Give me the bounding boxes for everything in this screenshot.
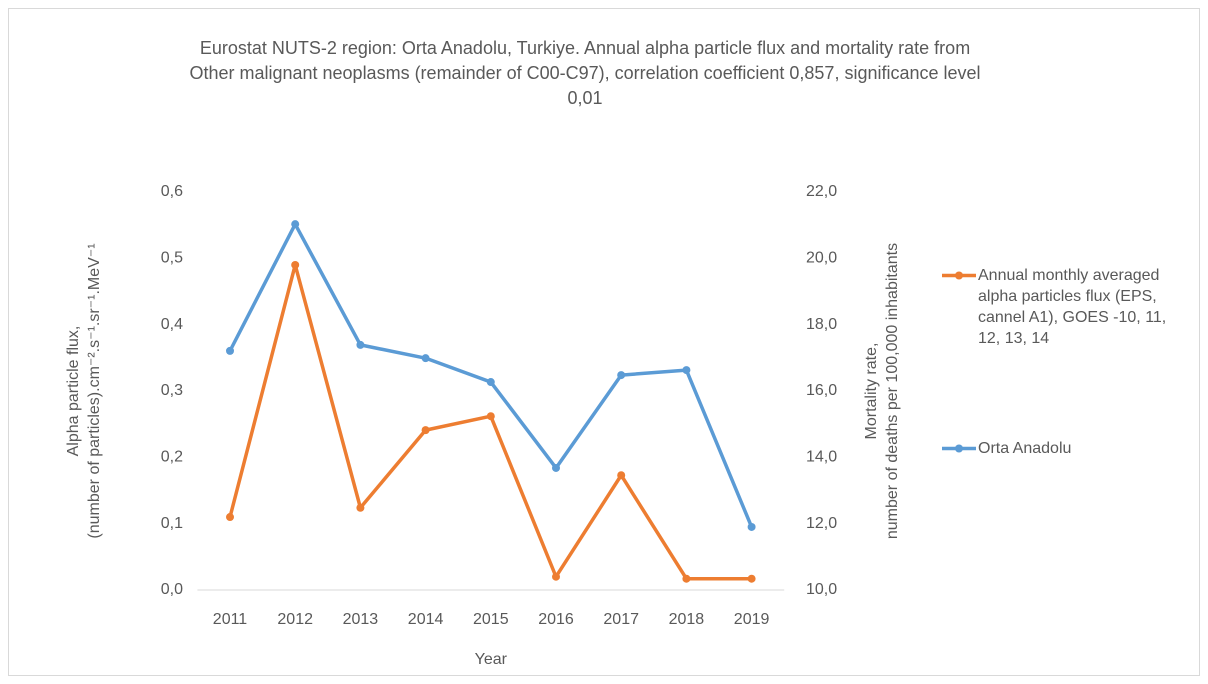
y2-tick-label: 20,0: [806, 250, 837, 267]
chart-title: Eurostat NUTS-2 region: Orta Anadolu, Tu…: [189, 38, 981, 108]
data-point: [356, 340, 365, 349]
x-tick-label: 2019: [734, 611, 770, 628]
data-point: [747, 574, 756, 583]
legend-marker: [955, 444, 963, 453]
legend-label: Orta Anadolu: [978, 440, 1072, 457]
legend-item: Annual monthly averaged alpha particles …: [940, 265, 1178, 349]
data-point: [226, 513, 234, 522]
data-point: [486, 378, 495, 387]
series-line: [228, 222, 754, 528]
x-tick-label: 2012: [277, 611, 313, 628]
data-point: [356, 503, 365, 512]
y-tick-label: 0,0: [161, 581, 183, 598]
y2-axis-label: Mortality rate,: [863, 343, 880, 440]
legend-symbol: [942, 444, 976, 453]
y2-tick-label: 18,0: [806, 316, 837, 333]
x-axis-label: Year: [475, 651, 508, 668]
x-tick-label: 2016: [538, 611, 574, 628]
y-axis-label: Alpha particle flux,: [65, 326, 82, 457]
legend-marker: [955, 271, 963, 280]
data-point: [486, 412, 495, 421]
x-tick-label: 2013: [343, 611, 379, 628]
x-tick-label: 2014: [408, 611, 444, 628]
chart-border: [8, 8, 1200, 676]
y-tick-label: 0,2: [161, 449, 183, 466]
data-point: [617, 471, 626, 480]
legend-label: Annual monthly averaged alpha particles …: [978, 267, 1167, 347]
y-tick-label: 0,1: [161, 515, 183, 532]
legend-item: Orta Anadolu: [940, 438, 1178, 459]
y2-tick-label: 10,0: [806, 581, 837, 598]
data-point: [617, 371, 626, 380]
y2-tick-label: 16,0: [806, 382, 837, 399]
y2-tick-label: 22,0: [806, 183, 837, 200]
x-tick-label: 2018: [669, 611, 705, 628]
y2-tick-label: 12,0: [806, 515, 837, 532]
series-line: [228, 263, 752, 581]
data-point: [421, 354, 430, 363]
x-tick-label: 2015: [473, 611, 509, 628]
legend-swatch: [940, 265, 978, 286]
y-tick-label: 0,3: [161, 382, 183, 399]
y-tick-label: 0,4: [161, 316, 183, 333]
data-point: [421, 426, 430, 435]
y-axis-label: (number of particles).cm⁻².s⁻¹.sr⁻¹.MeV⁻…: [86, 243, 103, 538]
y-tick-label: 0,5: [161, 250, 183, 267]
data-point: [291, 260, 300, 269]
legend-swatch: [940, 438, 978, 459]
data-point: [226, 346, 234, 355]
data-point: [552, 463, 560, 472]
x-tick-label: 2011: [213, 611, 248, 628]
y2-tick-label: 14,0: [806, 449, 837, 466]
y-tick-label: 0,6: [161, 183, 183, 200]
data-point: [552, 572, 560, 581]
legend-symbol: [942, 271, 976, 280]
data-point: [682, 366, 691, 375]
data-point: [747, 522, 756, 531]
data-point: [682, 574, 691, 583]
x-tick-label: 2017: [603, 611, 639, 628]
y2-axis-label: number of deaths per 100,000 inhabitants: [884, 243, 901, 539]
data-point: [291, 220, 300, 229]
